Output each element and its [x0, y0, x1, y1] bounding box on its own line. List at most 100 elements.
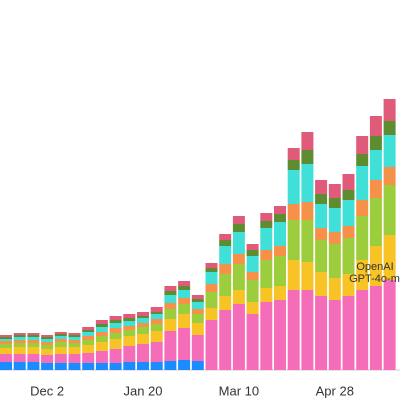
bar-segment — [178, 290, 191, 298]
bar-segment — [232, 254, 245, 264]
bar-segment — [383, 99, 396, 121]
bar-segment — [95, 342, 108, 351]
bar-segment — [0, 339, 12, 341]
bar-segment — [301, 150, 314, 164]
bar-segment — [274, 206, 286, 214]
bar-segment — [219, 264, 232, 274]
bar-segment — [82, 345, 95, 353]
bar-segment — [383, 185, 396, 235]
bar-segment — [164, 361, 177, 370]
bar-segment — [150, 362, 163, 370]
bar-segment — [54, 354, 67, 363]
bar-segment — [232, 232, 245, 254]
bar-segment — [369, 198, 382, 246]
bar-segment — [191, 361, 204, 370]
bar-segment — [123, 318, 136, 321]
bar-segment — [13, 347, 26, 354]
bar-segment — [95, 332, 108, 336]
bar-segment — [328, 278, 341, 300]
bar-segment — [150, 342, 163, 362]
bar-segment — [178, 286, 191, 290]
bar-segment — [328, 184, 341, 198]
bar-segment — [287, 290, 300, 370]
bar-segment — [68, 363, 81, 370]
bar-segment — [123, 336, 136, 346]
bar-segment — [0, 335, 12, 337]
bar-segment — [246, 272, 259, 280]
bar-segment — [82, 340, 95, 345]
bar-segment — [137, 344, 149, 362]
bar-segment — [41, 363, 54, 370]
bar-segment — [301, 164, 314, 202]
bar-segment — [27, 337, 40, 340]
bar-segment — [137, 327, 149, 334]
bar-segment — [356, 166, 369, 200]
bar-segment — [150, 324, 163, 331]
bar-segment — [356, 154, 369, 166]
bar-segment — [383, 167, 396, 185]
bar-segment — [109, 349, 122, 363]
bar-segment — [274, 256, 286, 286]
bar-segment — [260, 213, 273, 221]
x-tick-label: Apr 28 — [316, 383, 354, 398]
bar-segment — [68, 354, 81, 363]
bar-segment — [219, 246, 232, 264]
bar-segment — [315, 240, 328, 272]
bar-segment — [369, 136, 382, 150]
bar-segment — [369, 150, 382, 180]
bar-segment — [205, 263, 218, 268]
bar-segment — [109, 323, 122, 328]
bar-segment — [178, 281, 191, 286]
bar-segment — [164, 331, 177, 361]
bar-segment — [178, 328, 191, 360]
bar-segment — [82, 327, 95, 330]
bar-segment — [328, 208, 341, 232]
bar-segment — [287, 260, 300, 290]
bar-segment — [315, 180, 328, 194]
bar-segment — [232, 290, 245, 304]
bar-segment — [342, 190, 355, 200]
bar-segment — [260, 288, 273, 302]
bar-segment — [356, 260, 369, 290]
bar-segment — [109, 320, 122, 323]
bar-segment — [41, 345, 54, 349]
bar-segment — [342, 296, 355, 370]
bar-segment — [232, 216, 245, 224]
bar-segment — [164, 309, 177, 319]
bar-segment — [137, 362, 149, 370]
bar-segment — [369, 286, 382, 370]
bar-segment — [54, 363, 67, 370]
bar-segment — [82, 332, 95, 336]
bar-segment — [274, 286, 286, 300]
bar-segment — [301, 220, 314, 262]
bar-segment — [54, 336, 67, 339]
bar-segment — [150, 319, 163, 324]
bar-segment — [109, 339, 122, 349]
bar-segment — [369, 116, 382, 136]
bar-segment — [205, 284, 218, 292]
bar-segment — [0, 348, 12, 354]
bar-segment — [164, 295, 177, 303]
bar-segment — [301, 132, 314, 150]
bar-segment — [41, 335, 54, 337]
bar-segment — [41, 342, 54, 345]
bar-segment — [205, 292, 218, 308]
bar-segment — [150, 314, 163, 319]
bar-segment — [150, 331, 163, 342]
bar-segment — [41, 339, 54, 342]
bar-segment — [123, 321, 136, 326]
bar-segment — [383, 235, 396, 280]
bar-segment — [150, 307, 163, 312]
bar-segment — [219, 234, 232, 240]
bar-segment — [260, 221, 273, 228]
bar-segment — [178, 360, 191, 370]
bar-segment — [164, 319, 177, 331]
bar-segment — [287, 220, 300, 260]
bar-segment — [383, 280, 396, 370]
bar-segment — [54, 332, 67, 334]
bar-segment — [328, 244, 341, 278]
bar-segment — [287, 170, 300, 204]
bar-segment — [82, 330, 95, 332]
bar-segment — [41, 349, 54, 355]
